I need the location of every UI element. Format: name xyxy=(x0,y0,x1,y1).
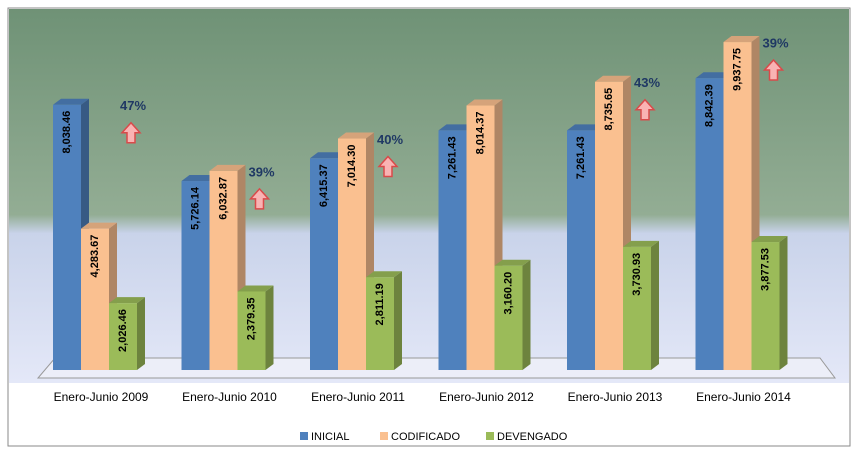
x-tick-label: Enero-Junio 2010 xyxy=(182,390,277,404)
bar xyxy=(695,78,724,371)
bar-top xyxy=(751,236,788,243)
annotation: 39% xyxy=(762,35,788,50)
data-label: 3,877.53 xyxy=(759,248,771,291)
x-tick-label: Enero-Junio 2011 xyxy=(311,390,405,404)
bar-top xyxy=(695,72,732,79)
legend-label: CODIFICADO xyxy=(391,431,461,443)
bar xyxy=(237,291,266,370)
bar-top xyxy=(494,259,531,266)
up-arrow xyxy=(120,121,142,144)
bar-top xyxy=(723,36,760,43)
annotation: 39% xyxy=(248,164,274,179)
bar-side xyxy=(651,240,659,370)
annotation: 47% xyxy=(120,98,146,113)
bar-side xyxy=(522,259,531,370)
up-arrow xyxy=(634,98,656,121)
x-tick-label: Enero-Junio 2009 xyxy=(54,390,149,404)
bar xyxy=(366,277,394,370)
data-label: 3,730.93 xyxy=(631,253,643,296)
bar xyxy=(53,104,81,370)
bar-side xyxy=(265,285,274,370)
bar-top xyxy=(567,124,603,131)
bar xyxy=(109,303,137,370)
data-label: 6,032.87 xyxy=(217,177,229,220)
bar-top xyxy=(109,297,145,304)
data-label: 8,038.46 xyxy=(61,111,73,154)
bar-top xyxy=(181,175,218,182)
bar xyxy=(567,130,595,370)
data-label: 2,811.19 xyxy=(374,283,386,325)
bar-side xyxy=(137,297,145,370)
data-label: 6,415.37 xyxy=(318,164,330,207)
bar-top xyxy=(366,271,402,278)
bar-top xyxy=(595,75,631,82)
legend-label: DEVENGADO xyxy=(497,431,568,443)
data-label: 7,261.43 xyxy=(575,136,587,179)
x-tick-label: Enero-Junio 2012 xyxy=(439,390,534,404)
bar-top xyxy=(623,240,659,247)
data-label: 9,937.75 xyxy=(731,48,743,91)
legend-label: INICIAL xyxy=(311,431,350,443)
data-label: 8,735.65 xyxy=(603,88,615,131)
x-tick-label: Enero-Junio 2014 xyxy=(696,390,791,404)
up-arrow xyxy=(377,155,399,178)
data-label: 4,283.67 xyxy=(89,235,101,278)
bar xyxy=(310,158,338,370)
legend-swatch xyxy=(486,432,494,440)
bar xyxy=(723,42,752,370)
bar-top xyxy=(466,99,503,106)
data-label: 7,014.30 xyxy=(346,145,358,188)
bar xyxy=(494,265,523,370)
bar-top xyxy=(237,285,274,292)
bar-top xyxy=(310,152,346,159)
bar xyxy=(623,246,651,370)
data-label: 3,160.20 xyxy=(502,272,514,315)
data-label: 8,014.37 xyxy=(474,112,486,155)
bar-top xyxy=(438,124,475,131)
bar xyxy=(81,228,109,370)
data-label: 8,842.39 xyxy=(703,84,715,127)
bar-top xyxy=(81,222,117,229)
bar xyxy=(209,170,238,370)
bar-top xyxy=(338,132,374,139)
data-label: 2,379.35 xyxy=(245,297,257,340)
legend-swatch xyxy=(300,432,308,440)
bar xyxy=(438,130,467,370)
bar xyxy=(595,81,623,371)
x-tick-label: Enero-Junio 2013 xyxy=(568,390,663,404)
bar-top xyxy=(53,98,89,105)
bar xyxy=(181,181,210,370)
up-arrow xyxy=(762,58,785,81)
data-label: 5,726.14 xyxy=(189,186,201,230)
legend-swatch xyxy=(380,432,388,440)
bar xyxy=(338,138,366,370)
annotation: 40% xyxy=(377,132,403,147)
bar xyxy=(751,242,780,370)
data-label: 2,026.46 xyxy=(117,309,129,352)
data-label: 7,261.43 xyxy=(446,136,458,179)
bar-side xyxy=(779,236,788,370)
bar xyxy=(466,105,495,370)
bar-side xyxy=(394,271,402,370)
up-arrow xyxy=(248,187,271,210)
bar-top xyxy=(209,164,246,171)
annotation: 43% xyxy=(634,75,660,90)
